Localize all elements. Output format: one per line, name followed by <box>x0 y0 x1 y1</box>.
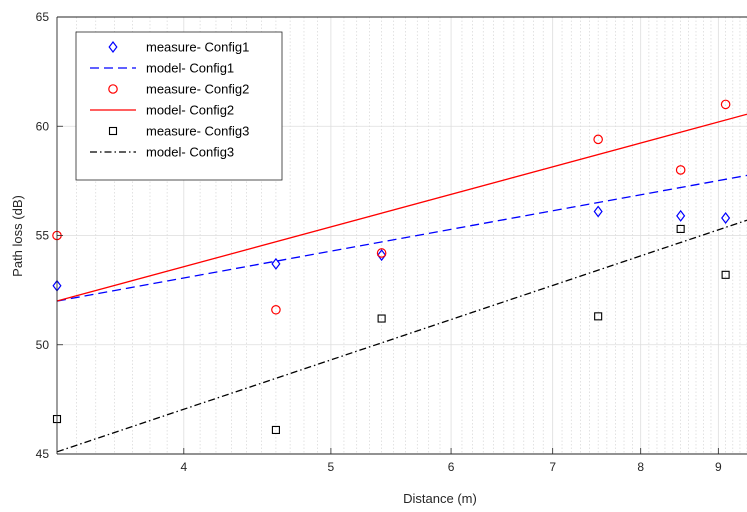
y-tick-label: 60 <box>36 119 50 133</box>
legend-marker-symbol <box>108 84 118 94</box>
data-point-circle <box>271 304 281 315</box>
data-point-square <box>377 314 386 323</box>
legend-label: measure- Config3 <box>146 124 249 139</box>
data-point-square <box>676 224 685 233</box>
data-point-circle <box>675 165 686 175</box>
data-point-square <box>271 425 280 435</box>
series-layer <box>52 99 747 453</box>
x-tick-label: 8 <box>637 460 644 474</box>
minor-grid <box>76 17 747 454</box>
legend-marker-symbol <box>108 126 118 136</box>
x-tick-label: 6 <box>448 460 455 474</box>
legend-label: model- Config3 <box>146 145 234 160</box>
x-axis-label: Distance (m) <box>403 491 477 506</box>
legend: measure- Config1 model- Config1 measure- C… <box>75 31 283 181</box>
legend-label: measure- Config1 <box>146 40 249 55</box>
legend-label: measure- Config2 <box>146 82 249 97</box>
data-point-diamond <box>676 209 686 222</box>
y-tick-label: 50 <box>36 338 50 352</box>
data-point-square <box>721 270 730 279</box>
x-tick-label: 5 <box>328 460 335 474</box>
data-point-diamond <box>377 249 387 262</box>
model-line-5 <box>56 219 747 453</box>
data-point-square <box>594 312 603 321</box>
x-tick-label: 7 <box>549 460 556 474</box>
x-tick-label: 9 <box>715 460 722 474</box>
y-tick-label: 55 <box>36 229 50 243</box>
data-point-circle <box>376 248 387 258</box>
legend-label: model- Config1 <box>146 61 234 76</box>
model-line-3 <box>56 113 747 302</box>
data-point-circle <box>593 134 603 145</box>
y-tick-label: 65 <box>36 10 50 24</box>
legend-label: model- Config2 <box>146 103 234 118</box>
data-point-circle <box>720 99 731 110</box>
y-tick-label: 45 <box>36 447 50 461</box>
axes <box>56 16 747 455</box>
data-point-diamond <box>721 212 731 225</box>
legend-box <box>75 31 283 181</box>
x-tick-label: 4 <box>180 460 187 474</box>
legend-items: measure- Config1 model- Config1 measure- C… <box>90 40 249 160</box>
data-point-diamond <box>593 205 603 218</box>
legend-marker-symbol <box>108 41 118 53</box>
y-axis-label: Path loss (dB) <box>10 195 25 277</box>
data-point-diamond <box>271 257 281 270</box>
model-line-1 <box>56 174 747 302</box>
